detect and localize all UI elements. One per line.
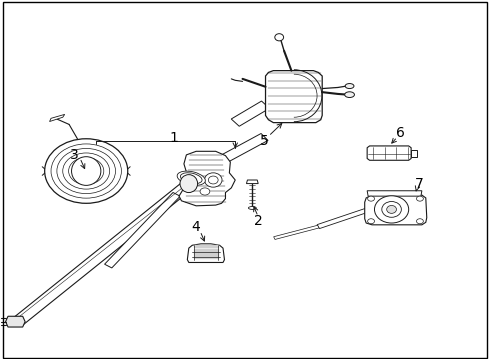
Text: 7: 7	[415, 177, 423, 190]
Polygon shape	[231, 101, 270, 126]
Ellipse shape	[248, 207, 256, 210]
Ellipse shape	[208, 176, 218, 184]
Ellipse shape	[51, 144, 122, 198]
Polygon shape	[367, 191, 422, 196]
Polygon shape	[187, 244, 224, 262]
Ellipse shape	[416, 196, 423, 201]
Ellipse shape	[345, 84, 354, 89]
Ellipse shape	[72, 157, 101, 185]
Ellipse shape	[368, 219, 374, 224]
Ellipse shape	[180, 173, 202, 184]
Ellipse shape	[57, 148, 116, 194]
Ellipse shape	[382, 202, 401, 217]
Ellipse shape	[387, 206, 396, 213]
Text: 6: 6	[396, 126, 405, 140]
Polygon shape	[266, 71, 322, 123]
Polygon shape	[365, 195, 427, 225]
Ellipse shape	[344, 92, 354, 98]
Ellipse shape	[374, 196, 409, 223]
Ellipse shape	[63, 153, 110, 189]
Text: 2: 2	[254, 214, 263, 228]
Ellipse shape	[275, 34, 284, 41]
Polygon shape	[411, 149, 417, 157]
Ellipse shape	[204, 173, 222, 187]
Polygon shape	[179, 151, 235, 206]
Ellipse shape	[74, 162, 98, 180]
Ellipse shape	[200, 188, 210, 195]
Text: 5: 5	[260, 134, 269, 148]
Text: 1: 1	[170, 131, 178, 145]
Ellipse shape	[79, 166, 93, 176]
Polygon shape	[215, 134, 268, 166]
Polygon shape	[104, 193, 180, 268]
Polygon shape	[49, 114, 65, 122]
Ellipse shape	[45, 139, 128, 203]
Polygon shape	[273, 225, 319, 239]
Polygon shape	[317, 208, 368, 229]
Ellipse shape	[180, 175, 197, 193]
Polygon shape	[367, 146, 411, 160]
Text: 4: 4	[192, 220, 200, 234]
Polygon shape	[246, 180, 258, 184]
Polygon shape	[13, 181, 194, 325]
Ellipse shape	[69, 157, 104, 185]
Ellipse shape	[368, 196, 374, 201]
Ellipse shape	[416, 219, 423, 224]
Polygon shape	[5, 316, 25, 327]
Text: 3: 3	[70, 148, 78, 162]
Ellipse shape	[177, 171, 205, 185]
